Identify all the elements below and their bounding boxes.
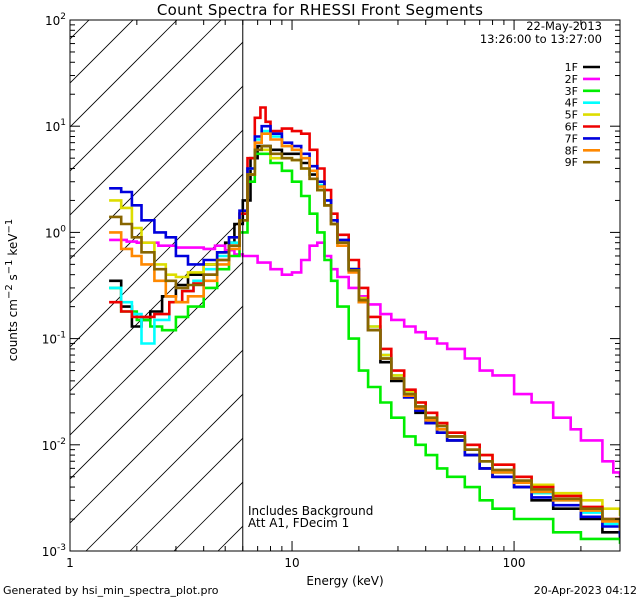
hatch-line (262, 0, 640, 551)
hatch-line (70, 349, 243, 524)
hatch-line (70, 20, 90, 40)
y-tick-label: 100 (45, 224, 66, 240)
hatch-line (85, 393, 243, 551)
y-tick-label: 10-2 (42, 437, 66, 453)
hatch-line (70, 129, 243, 304)
hatch-line (394, 0, 640, 551)
footer-timestamp: 20-Apr-2023 04:12 (533, 584, 637, 597)
series-5F (109, 148, 620, 516)
y-tick-exponent: 1 (60, 118, 66, 128)
legend-label: 7F (565, 132, 578, 145)
x-tick-label: 1 (66, 556, 74, 570)
legend-label: 1F (565, 61, 578, 74)
y-tick-label: 101 (45, 118, 66, 134)
x-tick-label: 10 (284, 556, 299, 570)
y-tick-exponent: 0 (60, 224, 66, 234)
hatch-line (70, 305, 243, 480)
hatch-line (438, 0, 640, 551)
legend-label: 5F (565, 109, 578, 122)
series-2F (109, 238, 620, 479)
hatch-line (70, 41, 243, 216)
hatch-line (70, 85, 243, 260)
attenuated-region-hatch (70, 0, 640, 551)
legend-label: 9F (565, 156, 578, 169)
date-label: 22-May-2013 (526, 19, 602, 33)
plot-frame (69, 19, 621, 552)
hatch-line (526, 0, 640, 551)
hatch-line (350, 0, 640, 551)
note-line-2: Att A1, FDecim 1 (248, 516, 350, 530)
legend-label: 3F (565, 85, 578, 98)
legend-label: 4F (565, 97, 578, 110)
series-9F (109, 144, 620, 528)
legend-label: 2F (565, 73, 578, 86)
y-tick-exponent: -1 (57, 331, 66, 341)
footer-generated-by: Generated by hsi_min_spectra_plot.pro (3, 584, 219, 597)
y-tick-exponent: -2 (57, 437, 66, 447)
y-tick-label: 10-3 (42, 543, 66, 559)
hatch-line (70, 217, 243, 392)
y-tick-exponent: -3 (57, 543, 66, 553)
legend-label: 6F (565, 121, 578, 134)
hatch-line (70, 20, 178, 128)
y-tick-label: 10-1 (42, 331, 66, 347)
hatch-line (70, 20, 222, 172)
y-tick-label: 102 (45, 12, 66, 28)
series-3F (109, 152, 620, 544)
series-7F (109, 124, 620, 537)
series-1F (109, 144, 620, 541)
legend-label: 8F (565, 144, 578, 157)
note-line-1: Includes Background (248, 504, 374, 518)
y-tick-exponent: 2 (60, 12, 66, 22)
time-range-label: 13:26:00 to 13:27:00 (479, 32, 602, 46)
hatch-line (70, 261, 243, 436)
x-tick-label: 100 (503, 556, 526, 570)
series-layer (109, 106, 620, 544)
series-4F (109, 129, 620, 534)
y-axis-label: counts cm−2 s−1 keV−1 (4, 218, 20, 362)
background-note: Includes Background Att A1, FDecim 1 (248, 505, 373, 529)
hatch-line (70, 20, 134, 84)
hatch-line (306, 0, 640, 551)
info-box: 22-May-2013 13:26:00 to 13:27:00 (480, 20, 602, 46)
hatch-line (70, 173, 243, 348)
x-axis-label: Energy (keV) (306, 574, 384, 588)
hatch-line (570, 0, 640, 551)
hatch-line (129, 437, 243, 551)
chart-title: Count Spectra for RHESSI Front Segments (156, 1, 484, 19)
